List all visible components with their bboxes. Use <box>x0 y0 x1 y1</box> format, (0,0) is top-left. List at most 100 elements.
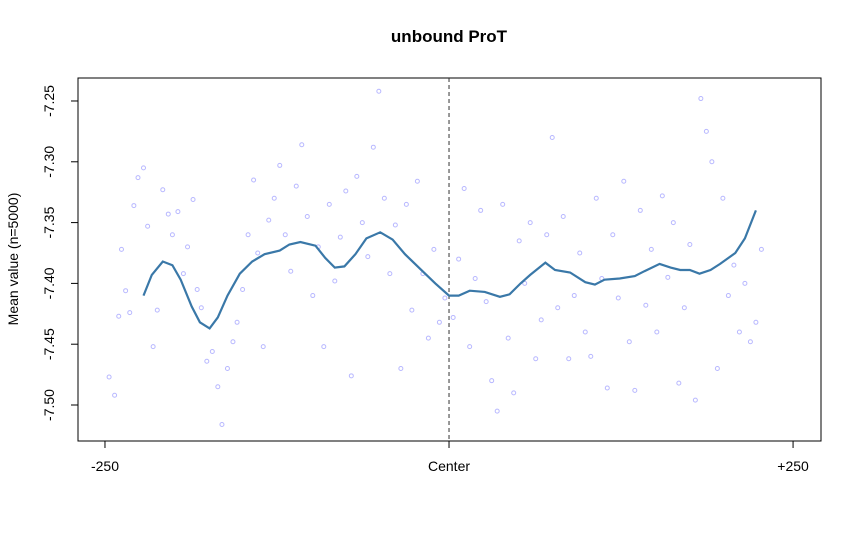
y-tick-label: -7.25 <box>41 85 57 117</box>
point <box>198 305 204 311</box>
point <box>180 271 186 277</box>
point <box>255 250 261 256</box>
point <box>604 385 610 391</box>
point <box>659 193 665 199</box>
point <box>398 366 404 372</box>
point <box>687 241 693 247</box>
point <box>348 373 354 379</box>
point <box>544 232 550 238</box>
point <box>478 207 484 213</box>
point <box>145 223 151 229</box>
point <box>321 344 327 350</box>
point <box>215 384 221 390</box>
point <box>354 173 360 179</box>
point <box>376 88 382 94</box>
point <box>414 178 420 184</box>
point <box>758 246 764 252</box>
point <box>709 159 715 165</box>
point <box>621 178 627 184</box>
point <box>282 232 288 238</box>
point <box>141 165 147 171</box>
x-tick-label: Center <box>428 458 470 474</box>
point <box>747 339 753 345</box>
point <box>549 134 555 140</box>
point <box>194 286 200 292</box>
point <box>538 317 544 323</box>
point <box>643 302 649 308</box>
point <box>260 344 266 350</box>
point <box>654 329 660 335</box>
point <box>271 195 277 201</box>
point <box>343 188 349 194</box>
point <box>516 238 522 244</box>
point <box>425 335 431 341</box>
point <box>533 356 539 362</box>
point <box>190 196 196 202</box>
point <box>135 175 141 181</box>
point <box>527 220 533 226</box>
point <box>522 280 528 286</box>
point <box>266 217 272 223</box>
smooth-line <box>142 209 757 330</box>
point <box>450 314 456 320</box>
point <box>442 295 448 301</box>
point <box>703 128 709 134</box>
point <box>588 353 594 359</box>
point <box>610 232 616 238</box>
point <box>240 286 246 292</box>
point <box>615 295 621 301</box>
point <box>288 268 294 274</box>
point <box>467 344 473 350</box>
point <box>165 211 171 217</box>
point <box>626 339 632 345</box>
point <box>409 307 415 313</box>
point <box>720 195 726 201</box>
point <box>118 246 124 252</box>
x-tick-label: +250 <box>777 458 809 474</box>
point <box>234 319 240 325</box>
point <box>431 246 437 252</box>
point <box>670 220 676 226</box>
point <box>209 348 215 354</box>
point <box>555 305 561 311</box>
point <box>169 232 175 238</box>
point <box>304 214 310 220</box>
point <box>571 293 577 299</box>
point <box>714 366 720 372</box>
point <box>461 186 467 192</box>
point <box>293 183 299 189</box>
point <box>483 299 489 305</box>
point <box>326 201 332 207</box>
point <box>665 274 671 280</box>
point <box>332 278 338 284</box>
y-axis-label: Mean value (n=5000) <box>5 193 21 326</box>
point <box>637 207 643 213</box>
point <box>245 232 251 238</box>
point <box>505 335 511 341</box>
y-tick-label: -7.45 <box>41 328 57 360</box>
point <box>648 246 654 252</box>
y-tick-label: -7.50 <box>41 389 57 421</box>
point <box>681 305 687 311</box>
point <box>175 209 181 215</box>
point <box>494 408 500 414</box>
point <box>112 392 118 398</box>
point <box>742 280 748 286</box>
point <box>566 356 572 362</box>
point <box>381 195 387 201</box>
point <box>277 162 283 168</box>
point <box>500 201 506 207</box>
point <box>632 387 638 393</box>
point <box>150 344 156 350</box>
point <box>251 177 257 183</box>
point <box>387 271 393 277</box>
point <box>582 329 588 335</box>
point <box>219 421 225 427</box>
point <box>123 288 129 294</box>
point <box>224 366 230 372</box>
point <box>106 374 112 380</box>
point <box>116 313 122 319</box>
point <box>392 222 398 228</box>
point <box>131 203 137 209</box>
chart-title: unbound ProT <box>391 27 508 46</box>
